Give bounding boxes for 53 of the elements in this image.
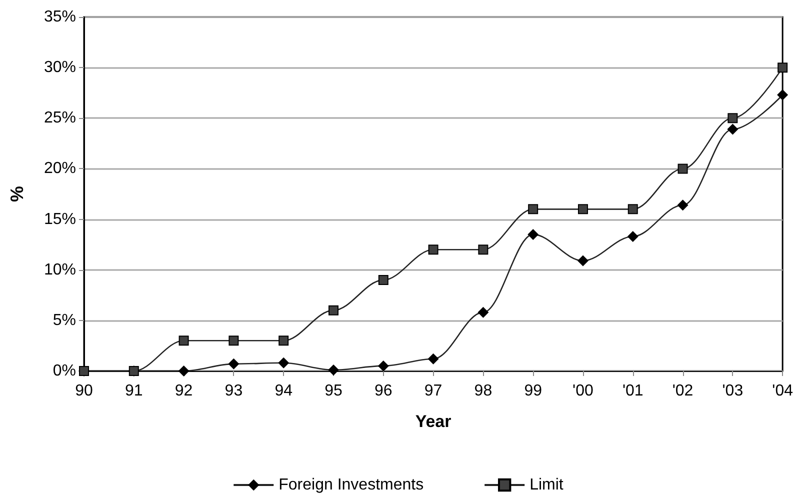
legend-label: Foreign Investments — [278, 476, 424, 494]
point — [378, 360, 389, 372]
y-tick-label: 10% — [44, 261, 76, 278]
y-tick-label: 5% — [52, 312, 76, 329]
y-tick-label: 15% — [44, 210, 76, 228]
x-tick-label: 92 — [174, 382, 193, 400]
y-axis-title: % — [7, 186, 27, 202]
x-tick-label: 94 — [274, 382, 293, 400]
x-tick-label: '04 — [772, 382, 794, 400]
point — [678, 164, 688, 174]
point — [478, 244, 488, 255]
point — [328, 305, 338, 316]
x-tick-label: 99 — [524, 382, 542, 400]
point — [378, 274, 388, 285]
point — [577, 255, 588, 266]
point — [278, 336, 289, 346]
point — [228, 336, 239, 346]
point — [578, 204, 588, 214]
point — [328, 364, 339, 376]
y-tick-label: 0% — [52, 362, 76, 380]
x-tick-label: 90 — [75, 382, 93, 400]
point — [628, 204, 638, 214]
x-tick-label: '00 — [572, 382, 594, 400]
x-tick-label: '01 — [622, 382, 644, 400]
y-tick-label: 25% — [44, 110, 76, 127]
point — [728, 113, 738, 124]
point — [428, 353, 439, 364]
y-tick-label: 20% — [44, 160, 76, 178]
point — [528, 204, 538, 214]
point — [727, 124, 738, 135]
y-tick-label: 30% — [44, 59, 76, 76]
x-tick-label: 97 — [424, 382, 442, 400]
x-tick-label: '02 — [672, 382, 694, 400]
point — [228, 358, 240, 370]
point — [178, 366, 190, 376]
x-tick-label: 93 — [224, 382, 243, 400]
x-tick-label: 91 — [125, 382, 143, 400]
point — [778, 62, 788, 73]
x-tick-label: 96 — [374, 382, 392, 400]
point — [278, 357, 290, 368]
point — [528, 228, 539, 240]
y-tick-label: 35% — [44, 8, 76, 26]
point — [178, 336, 189, 346]
legend-label: Limit — [530, 476, 564, 494]
x-tick-label: '03 — [722, 382, 744, 400]
point — [777, 89, 788, 100]
point — [627, 230, 638, 242]
point — [677, 200, 688, 211]
x-tick-label: 98 — [474, 382, 492, 400]
point — [428, 244, 438, 255]
x-tick-label: 95 — [324, 382, 342, 400]
point — [478, 306, 489, 318]
x-axis-title: Year — [415, 412, 452, 431]
